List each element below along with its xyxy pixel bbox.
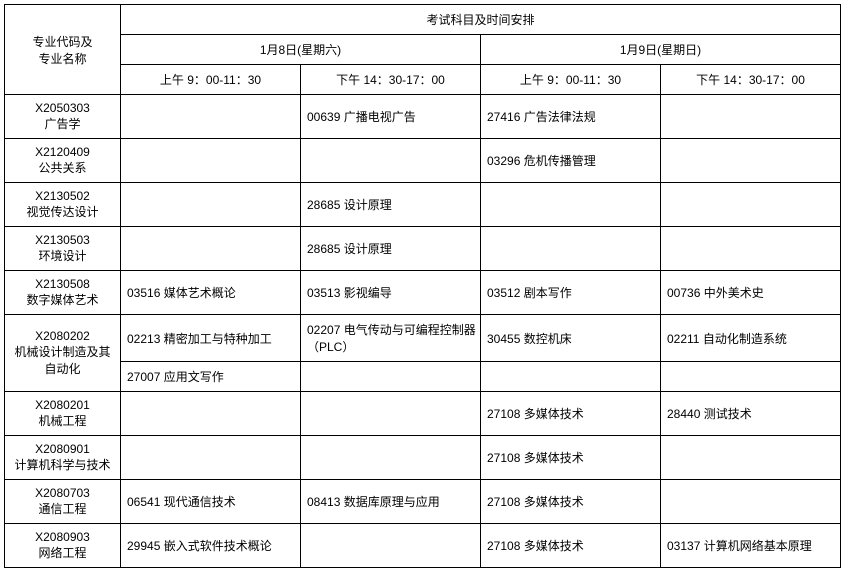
course-cell: 28685 设计原理: [301, 183, 481, 227]
course-cell: [481, 183, 661, 227]
table-row: X2130503环境设计 28685 设计原理: [5, 227, 841, 271]
course-cell: [301, 362, 481, 392]
course-cell: 28685 设计原理: [301, 227, 481, 271]
table-header: 专业代码及专业名称 考试科目及时间安排 1月8日(星期六) 1月9日(星期日) …: [5, 5, 841, 95]
course-cell: [661, 95, 841, 139]
course-cell: [661, 139, 841, 183]
course-cell: 27007 应用文写作: [121, 362, 301, 392]
header-day2-am: 上午 9：00-11：30: [481, 65, 661, 95]
course-cell: 29945 嵌入式软件技术概论: [121, 524, 301, 568]
course-cell: [121, 227, 301, 271]
course-cell: 02207 电气传动与可编程控制器（PLC）: [301, 315, 481, 362]
table-row: X2130502视觉传达设计 28685 设计原理: [5, 183, 841, 227]
table-row: X2120409公共关系 03296 危机传播管理: [5, 139, 841, 183]
course-cell: [301, 436, 481, 480]
course-cell: 02213 精密加工与特种加工: [121, 315, 301, 362]
table-row: 27007 应用文写作: [5, 362, 841, 392]
course-cell: 08413 数据库原理与应用: [301, 480, 481, 524]
header-day1-pm: 下午 14：30-17：00: [301, 65, 481, 95]
course-cell: [301, 392, 481, 436]
table-row: X2050303广告学 00639 广播电视广告27416 广告法律法规: [5, 95, 841, 139]
course-cell: 27108 多媒体技术: [481, 480, 661, 524]
table-row: X2130508数字媒体艺术03516 媒体艺术概论03513 影视编导0351…: [5, 271, 841, 315]
course-cell: 27108 多媒体技术: [481, 524, 661, 568]
course-cell: 03516 媒体艺术概论: [121, 271, 301, 315]
course-cell: [121, 183, 301, 227]
table-body: X2050303广告学00639 广播电视广告27416 广告法律法规X2120…: [5, 95, 841, 568]
course-cell: 06541 现代通信技术: [121, 480, 301, 524]
course-cell: [661, 227, 841, 271]
major-cell: X2080903网络工程: [5, 524, 121, 568]
course-cell: [661, 362, 841, 392]
header-major: 专业代码及专业名称: [5, 5, 121, 95]
major-cell: X2080201机械工程: [5, 392, 121, 436]
course-cell: 27108 多媒体技术: [481, 392, 661, 436]
table-row: X2080703通信工程06541 现代通信技术08413 数据库原理与应用27…: [5, 480, 841, 524]
course-cell: [121, 392, 301, 436]
course-cell: 00736 中外美术史: [661, 271, 841, 315]
course-cell: [661, 183, 841, 227]
major-cell: X2080901计算机科学与技术: [5, 436, 121, 480]
course-cell: 27108 多媒体技术: [481, 436, 661, 480]
major-cell: X2130503环境设计: [5, 227, 121, 271]
course-cell: [121, 436, 301, 480]
course-cell: 02211 自动化制造系统: [661, 315, 841, 362]
course-cell: [481, 227, 661, 271]
course-cell: [301, 139, 481, 183]
header-day2-pm: 下午 14：30-17：00: [661, 65, 841, 95]
header-day1-am: 上午 9：00-11：30: [121, 65, 301, 95]
table-row: X2080201机械工程 27108 多媒体技术28440 测试技术: [5, 392, 841, 436]
header-exam: 考试科目及时间安排: [121, 5, 841, 35]
major-cell: X2080703通信工程: [5, 480, 121, 524]
course-cell: 03512 剧本写作: [481, 271, 661, 315]
course-cell: 03296 危机传播管理: [481, 139, 661, 183]
major-cell: X2130508数字媒体艺术: [5, 271, 121, 315]
major-cell: X2120409公共关系: [5, 139, 121, 183]
course-cell: [301, 524, 481, 568]
header-day1: 1月8日(星期六): [121, 35, 481, 65]
course-cell: 28440 测试技术: [661, 392, 841, 436]
major-cell: X2050303广告学: [5, 95, 121, 139]
table-row: X2080901计算机科学与技术 27108 多媒体技术: [5, 436, 841, 480]
course-cell: [661, 436, 841, 480]
header-day2: 1月9日(星期日): [481, 35, 841, 65]
major-cell: X2130502视觉传达设计: [5, 183, 121, 227]
course-cell: 30455 数控机床: [481, 315, 661, 362]
course-cell: [661, 480, 841, 524]
course-cell: 03137 计算机网络基本原理: [661, 524, 841, 568]
course-cell: [481, 362, 661, 392]
course-cell: 03513 影视编导: [301, 271, 481, 315]
course-cell: [121, 139, 301, 183]
course-cell: 00639 广播电视广告: [301, 95, 481, 139]
table-row: X2080903网络工程29945 嵌入式软件技术概论 27108 多媒体技术03…: [5, 524, 841, 568]
table-row: X2080202机械设计制造及其自动化02213 精密加工与特种加工02207 …: [5, 315, 841, 362]
course-cell: 27416 广告法律法规: [481, 95, 661, 139]
major-cell: X2080202机械设计制造及其自动化: [5, 315, 121, 392]
exam-schedule-table: 专业代码及专业名称 考试科目及时间安排 1月8日(星期六) 1月9日(星期日) …: [4, 4, 841, 568]
course-cell: [121, 95, 301, 139]
